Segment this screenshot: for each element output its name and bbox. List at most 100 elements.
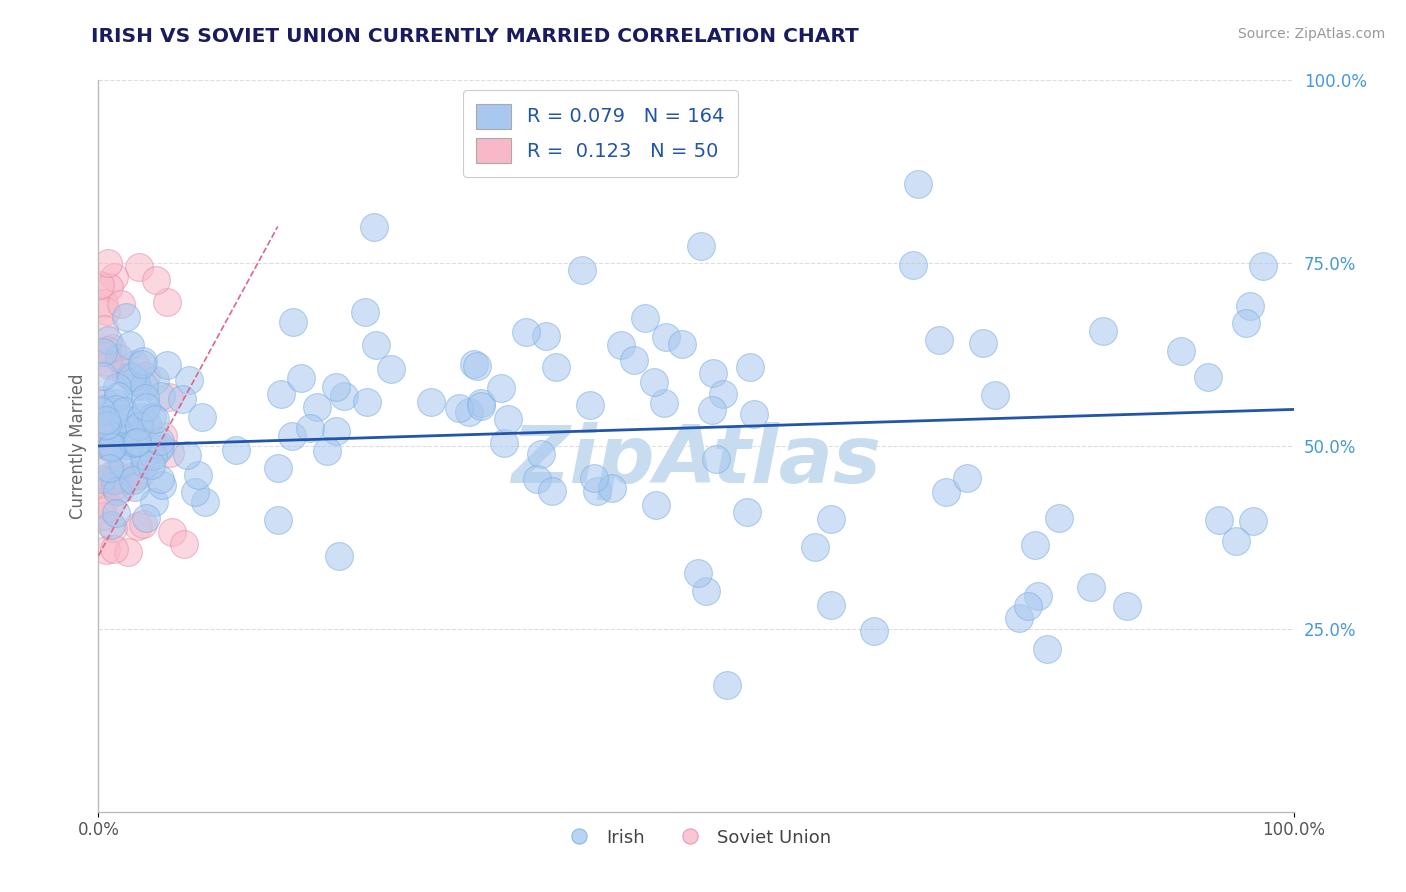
Point bbox=[325, 424, 347, 438]
Point bbox=[353, 305, 375, 319]
Point bbox=[112, 403, 135, 417]
Point bbox=[496, 412, 519, 426]
Text: Source: ZipAtlas.com: Source: ZipAtlas.com bbox=[1237, 27, 1385, 41]
Point bbox=[97, 333, 120, 347]
Point bbox=[101, 521, 124, 535]
Point bbox=[280, 429, 302, 443]
Point bbox=[315, 443, 337, 458]
Point bbox=[135, 417, 157, 431]
Point bbox=[96, 418, 118, 433]
Point bbox=[121, 473, 143, 487]
Point bbox=[125, 378, 148, 392]
Point bbox=[1234, 317, 1257, 331]
Point bbox=[104, 479, 127, 493]
Point bbox=[91, 368, 114, 383]
Point bbox=[267, 461, 290, 475]
Point bbox=[96, 355, 118, 369]
Point bbox=[124, 374, 146, 388]
Point bbox=[105, 380, 128, 394]
Point bbox=[110, 297, 132, 311]
Point bbox=[634, 310, 657, 325]
Point bbox=[103, 429, 125, 443]
Point bbox=[1036, 642, 1059, 657]
Point bbox=[586, 484, 609, 499]
Point bbox=[93, 295, 115, 310]
Point bbox=[1208, 512, 1230, 526]
Point bbox=[132, 516, 155, 531]
Point bbox=[463, 357, 485, 371]
Point bbox=[515, 326, 537, 340]
Text: ZipAtlas: ZipAtlas bbox=[510, 422, 882, 500]
Point bbox=[579, 399, 602, 413]
Point bbox=[600, 481, 623, 495]
Point bbox=[97, 439, 120, 453]
Point bbox=[103, 269, 125, 284]
Point bbox=[526, 472, 548, 486]
Point bbox=[671, 337, 693, 351]
Point bbox=[91, 509, 114, 524]
Point bbox=[105, 506, 128, 520]
Point bbox=[541, 484, 564, 499]
Point bbox=[143, 412, 166, 426]
Point bbox=[159, 446, 181, 460]
Point bbox=[114, 406, 136, 420]
Point bbox=[1241, 514, 1264, 528]
Point bbox=[135, 369, 157, 384]
Point bbox=[1116, 599, 1139, 613]
Point bbox=[1080, 580, 1102, 594]
Point bbox=[114, 366, 136, 380]
Point bbox=[225, 443, 247, 458]
Point bbox=[740, 359, 762, 374]
Point bbox=[183, 484, 205, 499]
Point bbox=[380, 362, 402, 376]
Point bbox=[571, 262, 593, 277]
Point bbox=[121, 369, 143, 384]
Point bbox=[128, 467, 150, 482]
Point bbox=[194, 495, 217, 509]
Point bbox=[530, 447, 553, 461]
Point bbox=[96, 343, 118, 357]
Point bbox=[173, 537, 195, 551]
Point bbox=[132, 449, 155, 463]
Point bbox=[91, 393, 114, 408]
Point bbox=[93, 402, 115, 417]
Point bbox=[134, 457, 156, 471]
Point bbox=[281, 315, 304, 329]
Point bbox=[100, 467, 122, 482]
Point bbox=[91, 345, 114, 359]
Point bbox=[115, 432, 138, 446]
Point bbox=[127, 434, 149, 449]
Point bbox=[156, 358, 179, 372]
Point bbox=[907, 178, 929, 192]
Point bbox=[172, 392, 194, 406]
Point bbox=[716, 678, 738, 692]
Point bbox=[97, 440, 120, 454]
Point bbox=[191, 409, 214, 424]
Point bbox=[89, 278, 111, 293]
Point bbox=[928, 333, 950, 347]
Point bbox=[735, 504, 758, 518]
Point bbox=[149, 434, 172, 448]
Point bbox=[134, 391, 156, 405]
Point bbox=[149, 472, 172, 486]
Point bbox=[935, 485, 957, 500]
Point bbox=[700, 403, 723, 417]
Point bbox=[101, 341, 124, 355]
Point bbox=[131, 357, 153, 371]
Point bbox=[94, 542, 117, 557]
Point bbox=[100, 517, 122, 532]
Point bbox=[695, 584, 717, 599]
Point bbox=[96, 303, 118, 318]
Point bbox=[142, 449, 165, 463]
Point bbox=[108, 408, 131, 422]
Point bbox=[492, 436, 515, 450]
Point bbox=[328, 549, 350, 563]
Point bbox=[333, 388, 356, 402]
Point bbox=[127, 518, 149, 533]
Point bbox=[688, 566, 710, 580]
Point bbox=[122, 436, 145, 450]
Point bbox=[160, 524, 183, 539]
Point bbox=[305, 400, 328, 414]
Point bbox=[97, 417, 120, 432]
Point bbox=[120, 423, 142, 437]
